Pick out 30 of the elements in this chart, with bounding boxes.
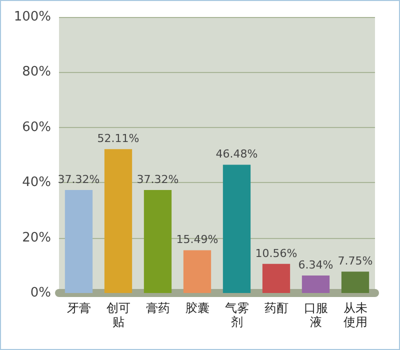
bar xyxy=(302,276,330,293)
data-label: 10.56% xyxy=(255,246,298,260)
data-label: 6.34% xyxy=(298,258,334,272)
data-label: 15.49% xyxy=(176,233,218,246)
x-tick-label: 药酊 xyxy=(264,301,288,315)
data-label: 37.32% xyxy=(136,172,179,186)
y-tick-label: 20% xyxy=(22,230,51,246)
x-tick-label: 创可贴 xyxy=(106,301,130,329)
x-tick-label: 膏药 xyxy=(146,301,170,315)
x-tick-label: 从未使用 xyxy=(343,301,368,329)
data-label: 52.11% xyxy=(97,132,140,146)
y-tick-label: 0% xyxy=(30,286,51,300)
bar xyxy=(341,272,370,293)
bar xyxy=(262,264,290,293)
data-label: 7.75% xyxy=(338,254,373,268)
bar xyxy=(222,164,251,293)
x-tick-label: 牙膏 xyxy=(66,301,91,315)
bar xyxy=(144,190,172,293)
bar xyxy=(183,250,212,293)
data-label: 37.32% xyxy=(58,172,100,186)
y-tick-label: 60% xyxy=(22,120,51,135)
data-label: 46.48% xyxy=(216,148,258,161)
y-tick-label: 100% xyxy=(14,10,51,24)
bar xyxy=(104,149,132,293)
y-tick-label: 40% xyxy=(22,175,51,190)
x-tick-label: 气雾剂 xyxy=(224,301,249,329)
x-tick-label: 胶囊 xyxy=(185,301,210,315)
x-tick-label: 口服液 xyxy=(304,301,328,329)
y-tick-label: 80% xyxy=(22,64,51,80)
bar xyxy=(64,190,93,293)
